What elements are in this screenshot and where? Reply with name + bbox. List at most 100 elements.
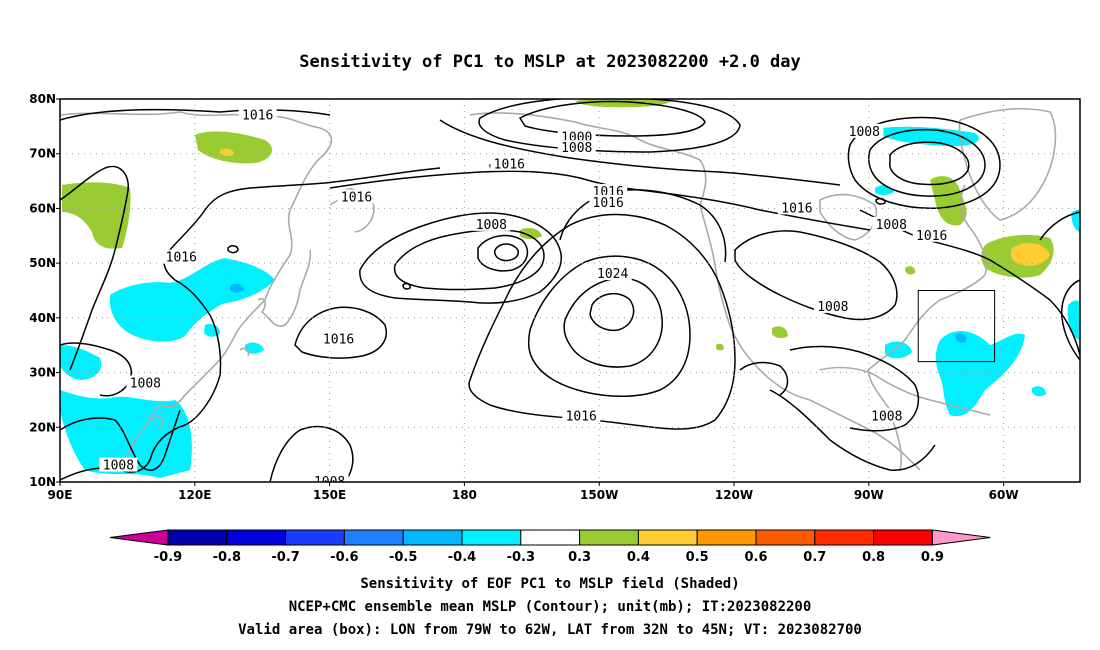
coastline-hudson-bay xyxy=(819,193,877,241)
contour-label-bg xyxy=(557,129,596,144)
contour-label: 1008 xyxy=(130,377,161,392)
contour-label: 1008 xyxy=(876,218,907,233)
lon-tick-label: 90E xyxy=(48,488,73,502)
contour-label-bg xyxy=(472,216,511,231)
contour-label-bg xyxy=(813,298,852,313)
contour-label-bg xyxy=(310,474,349,482)
contour-label: 1016 xyxy=(781,201,812,216)
colorbar-label: -0.3 xyxy=(507,550,535,565)
caption-valid-area: Valid area (box): LON from 79W to 62W, L… xyxy=(238,622,862,638)
contour-label-bg xyxy=(867,408,906,423)
contour-high-pacific-1020 xyxy=(527,255,691,398)
colorbar-label: 0.4 xyxy=(627,550,650,565)
contour-label: 1016 xyxy=(166,251,197,266)
positive-sensitivity-region xyxy=(220,148,234,156)
contour-1016 xyxy=(60,108,331,121)
lon-tick-label: 90W xyxy=(854,488,884,502)
contour-label-bg xyxy=(490,156,529,171)
contour-label-bg xyxy=(593,266,632,281)
positive-sensitivity-region xyxy=(930,176,967,226)
contour-label: 1008 xyxy=(476,218,507,233)
colorbar-label: -0.5 xyxy=(389,550,417,565)
colorbar-swatch xyxy=(637,529,698,546)
lat-tick-label: 30N xyxy=(29,366,56,380)
positive-sensitivity-region xyxy=(195,131,273,164)
contour-label: 1016 xyxy=(341,190,372,205)
contour-label-bg xyxy=(589,184,628,199)
contour-label-bg xyxy=(337,189,376,204)
contour-1016-alaska xyxy=(559,189,727,263)
contour-label: 1016 xyxy=(242,108,273,123)
colorbar-label: -0.6 xyxy=(330,550,358,565)
contour-greenland-low-inner xyxy=(889,141,970,186)
colorbar-low-triangle xyxy=(109,529,169,546)
colorbar-label: 0.7 xyxy=(803,550,826,565)
coastline-korea-japan xyxy=(257,249,312,327)
negative-sensitivity-region xyxy=(204,323,220,337)
lon-tick-label: 60W xyxy=(989,488,1019,502)
contour-1008 xyxy=(60,165,129,371)
negative-sensitivity-region xyxy=(935,330,1025,417)
contour-label: 1016 xyxy=(916,229,947,244)
valid-area-box xyxy=(917,290,996,363)
colorbar-label: 0.5 xyxy=(686,550,709,565)
contour-label: 1008 xyxy=(314,475,345,490)
negative-sensitivity-region xyxy=(955,333,967,343)
lat-tick-label: 10N xyxy=(29,475,56,489)
lon-tick-label: 180 xyxy=(452,488,477,502)
colorbar-label: 0.8 xyxy=(862,550,885,565)
contour-small-ring xyxy=(227,245,239,254)
contour-high-pacific-1016 xyxy=(468,213,736,430)
colorbar-label: -0.8 xyxy=(213,550,241,565)
contour-greenland-low-outer xyxy=(847,116,1001,209)
colorbar-swatch xyxy=(167,529,228,546)
contour-label-bg xyxy=(845,123,884,138)
contour-arctic-1016 xyxy=(439,119,841,186)
lat-tick-label: 60N xyxy=(29,201,56,215)
colorbar-swatch xyxy=(814,529,875,546)
contour-arctic-1008 xyxy=(478,99,741,153)
coastline-gulf-caribbean xyxy=(819,366,991,416)
coastline-north-america-east xyxy=(867,184,987,471)
positive-sensitivity-region xyxy=(772,326,788,339)
contour-1016-subtropical xyxy=(789,345,920,432)
lat-tick-label: 50N xyxy=(29,256,56,270)
colorbar-label: 0.3 xyxy=(568,550,591,565)
lat-tick-label: 40N xyxy=(29,311,56,325)
colorbar-label: -0.4 xyxy=(448,550,476,565)
contour-label-bg xyxy=(238,107,277,122)
contour-1008-low xyxy=(393,229,545,291)
caption-shading: Sensitivity of EOF PC1 to MSLP field (Sh… xyxy=(360,576,739,592)
contour-label: 1008 xyxy=(561,141,592,156)
positive-sensitivity-region xyxy=(62,182,131,249)
colorbar-swatch xyxy=(226,529,287,546)
contour-1008-south-pacific xyxy=(269,425,354,482)
colorbar-high-triangle xyxy=(931,529,991,546)
contour-label-bg xyxy=(99,457,138,472)
negative-sensitivity-region xyxy=(109,258,275,342)
contour-label-bg xyxy=(562,408,601,423)
mslp-contours xyxy=(60,99,1080,482)
contour-label-bg xyxy=(912,227,951,242)
contour-1008-west xyxy=(60,342,132,397)
contour-low-north-pacific xyxy=(359,212,562,304)
map-frame xyxy=(59,98,1081,483)
contour-small-ring xyxy=(402,282,411,290)
contour-1008 xyxy=(60,409,181,471)
positive-sensitivity-region xyxy=(716,343,724,351)
contour-small-ring xyxy=(875,197,886,205)
colorbar-swatch xyxy=(696,529,757,546)
lat-tick-label: 80N xyxy=(29,92,56,106)
contour-label-bg xyxy=(589,194,628,209)
colorbar-swatch xyxy=(755,529,816,546)
contour-low-core xyxy=(494,243,519,262)
contour-label-bg xyxy=(319,331,358,346)
colorbar-swatch xyxy=(520,529,581,546)
contour-label-bg xyxy=(872,216,911,231)
contour-label-bg xyxy=(557,140,596,155)
caption-contour: NCEP+CMC ensemble mean MSLP (Contour); u… xyxy=(289,599,812,615)
colorbar-label: 0.9 xyxy=(921,550,944,565)
